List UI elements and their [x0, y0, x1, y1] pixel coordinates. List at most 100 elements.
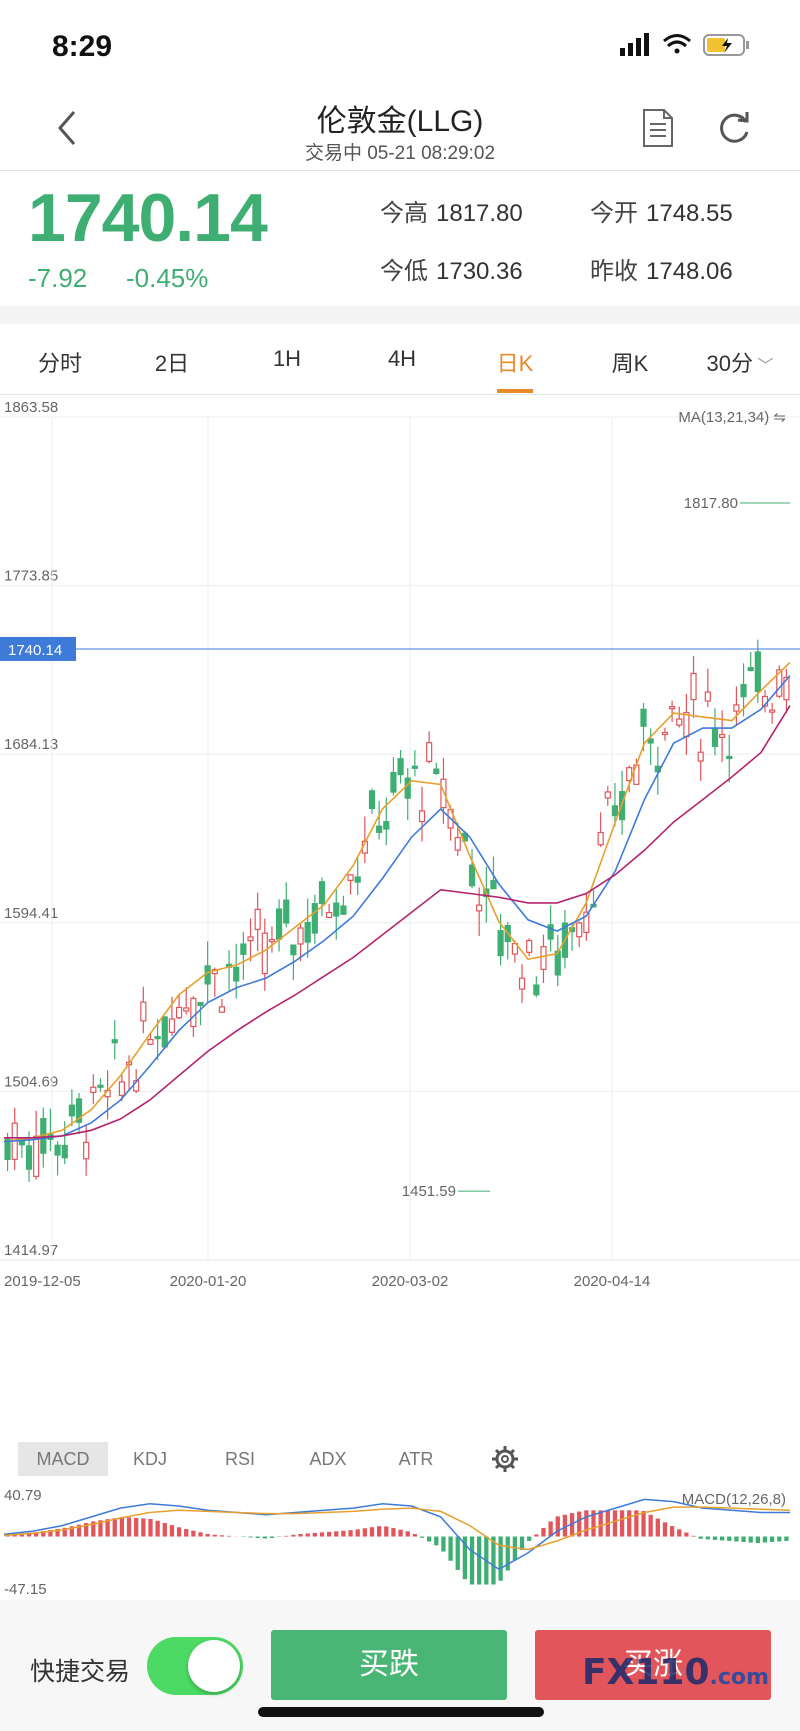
candle-body	[175, 1006, 183, 1019]
status-bar: 8:29	[0, 0, 800, 90]
candle-body	[118, 1081, 126, 1097]
buy-down-button[interactable]: 买跌	[271, 1630, 507, 1700]
x-tick-label: 2019-12-05	[4, 1273, 81, 1290]
candle-body	[154, 1036, 161, 1040]
candlestick-chart[interactable]: 1863.58 1773.85 1684.13 1594.41 1504.69 1414.…	[0, 402, 800, 1432]
settings-button[interactable]	[485, 1442, 525, 1476]
candle-body	[704, 691, 711, 702]
ma-indicator-label: MA(13,21,34) ⇋	[678, 409, 786, 426]
buy-up-button[interactable]: 买涨	[535, 1630, 771, 1700]
battery-icon	[703, 34, 749, 56]
candle-body	[140, 1001, 147, 1022]
candle-body	[604, 791, 611, 799]
candle-body	[33, 1135, 40, 1177]
candle-body	[597, 831, 604, 846]
tab-4h[interactable]: 4H	[387, 346, 417, 371]
candle-body	[719, 733, 726, 738]
candle-body	[397, 758, 404, 776]
stat-low: 今低 1730.36	[380, 258, 523, 285]
candle-body	[518, 977, 526, 990]
candle-body	[733, 704, 740, 712]
candle-body	[254, 908, 261, 931]
candle-body	[726, 755, 733, 760]
ma-line-ma21	[3, 674, 791, 1143]
candle-body	[311, 903, 318, 934]
candle-body	[554, 950, 561, 976]
candle-body	[111, 1039, 118, 1044]
y-tick-label: 1504.69	[4, 1073, 58, 1090]
trading-status: 交易中 05-21 08:29:02	[304, 143, 496, 164]
signal-icon	[620, 33, 649, 56]
ma-line-ma34	[4, 705, 791, 1139]
tab-weekly-k[interactable]: 周K	[611, 351, 649, 376]
macd-bottom-label: -47.15	[4, 1581, 47, 1598]
tab-macd[interactable]: MACD	[18, 1442, 108, 1476]
price-change: -7.92	[28, 263, 88, 293]
y-tick-label: 1594.41	[4, 905, 58, 922]
candle-body	[318, 881, 326, 905]
watermark-logo: FX110.com	[582, 1652, 769, 1693]
candle-body	[661, 731, 669, 736]
header: 伦敦金(LLG) 交易中 05-21 08:29:02	[0, 90, 800, 170]
candle-body	[418, 810, 426, 823]
candle-body	[776, 669, 783, 697]
refresh-icon	[720, 112, 749, 143]
stat-open: 今开 1748.55	[590, 200, 733, 227]
current-price-tag-text: 1740.14	[8, 642, 62, 659]
wifi-icon	[663, 34, 691, 54]
document-icon	[643, 109, 673, 147]
candle-body	[383, 821, 390, 830]
candle-body	[454, 836, 461, 851]
candle-body	[468, 864, 476, 887]
candle-body	[411, 765, 418, 769]
tab-adx[interactable]: ADX	[309, 1449, 347, 1469]
chevron-left-icon	[58, 111, 76, 145]
tab-daily-k[interactable]: 日K	[496, 351, 534, 376]
candle-body	[611, 805, 619, 817]
candle-body	[183, 1007, 190, 1012]
tab-minute[interactable]: 分时	[37, 351, 82, 376]
candle-body	[326, 912, 333, 919]
candle-body	[433, 768, 440, 775]
candle-body	[626, 767, 633, 782]
candle-body	[283, 899, 290, 924]
candle-body	[233, 966, 240, 982]
candle-body	[83, 1141, 90, 1160]
tab-atr[interactable]: ATR	[398, 1449, 434, 1469]
quick-trade-toggle[interactable]	[147, 1637, 243, 1695]
candle-body	[683, 711, 690, 738]
candle-body	[754, 651, 761, 693]
candle-body	[340, 905, 347, 915]
candle-body	[497, 930, 504, 957]
back-button[interactable]	[48, 106, 88, 150]
tab-1h[interactable]: 1H	[272, 346, 302, 371]
candle-body	[376, 825, 383, 833]
candle-body	[304, 921, 311, 943]
document-button[interactable]	[640, 106, 676, 150]
macd-top-label: 40.79	[4, 1487, 42, 1504]
ma-line-ma13	[3, 661, 791, 1143]
candle-body	[68, 1104, 75, 1117]
tab-rsi[interactable]: RSI	[224, 1449, 255, 1469]
candle-body	[476, 904, 483, 912]
candle-body	[640, 708, 647, 727]
candle-body	[168, 1018, 176, 1033]
refresh-button[interactable]	[712, 106, 756, 150]
candle-body	[783, 676, 790, 701]
candle-body	[4, 1138, 11, 1161]
kline-svg: 1863.58 1773.85 1684.13 1594.41 1504.69 1414.…	[0, 402, 800, 1290]
candle-body	[190, 997, 197, 1028]
candle-body	[297, 927, 304, 945]
tab-30min-dropdown[interactable]: 30分 ﹀	[706, 351, 774, 376]
macd-indicator-label: MACD(12,26,8)	[682, 1491, 786, 1508]
tab-kdj[interactable]: KDJ	[132, 1449, 167, 1469]
min-marker-text: 1451.59	[402, 1183, 456, 1200]
candle-body	[404, 777, 411, 799]
trade-bar: 快捷交易 买跌 买涨	[0, 1600, 800, 1731]
tab-2day[interactable]: 2日	[154, 351, 190, 376]
candle-body	[576, 922, 583, 938]
candle-body	[90, 1086, 97, 1094]
candle-body	[354, 876, 361, 883]
candle-body	[204, 965, 211, 985]
macd-chart[interactable]: 40.79 -47.15 MACD(12,26,8)	[0, 1480, 800, 1600]
